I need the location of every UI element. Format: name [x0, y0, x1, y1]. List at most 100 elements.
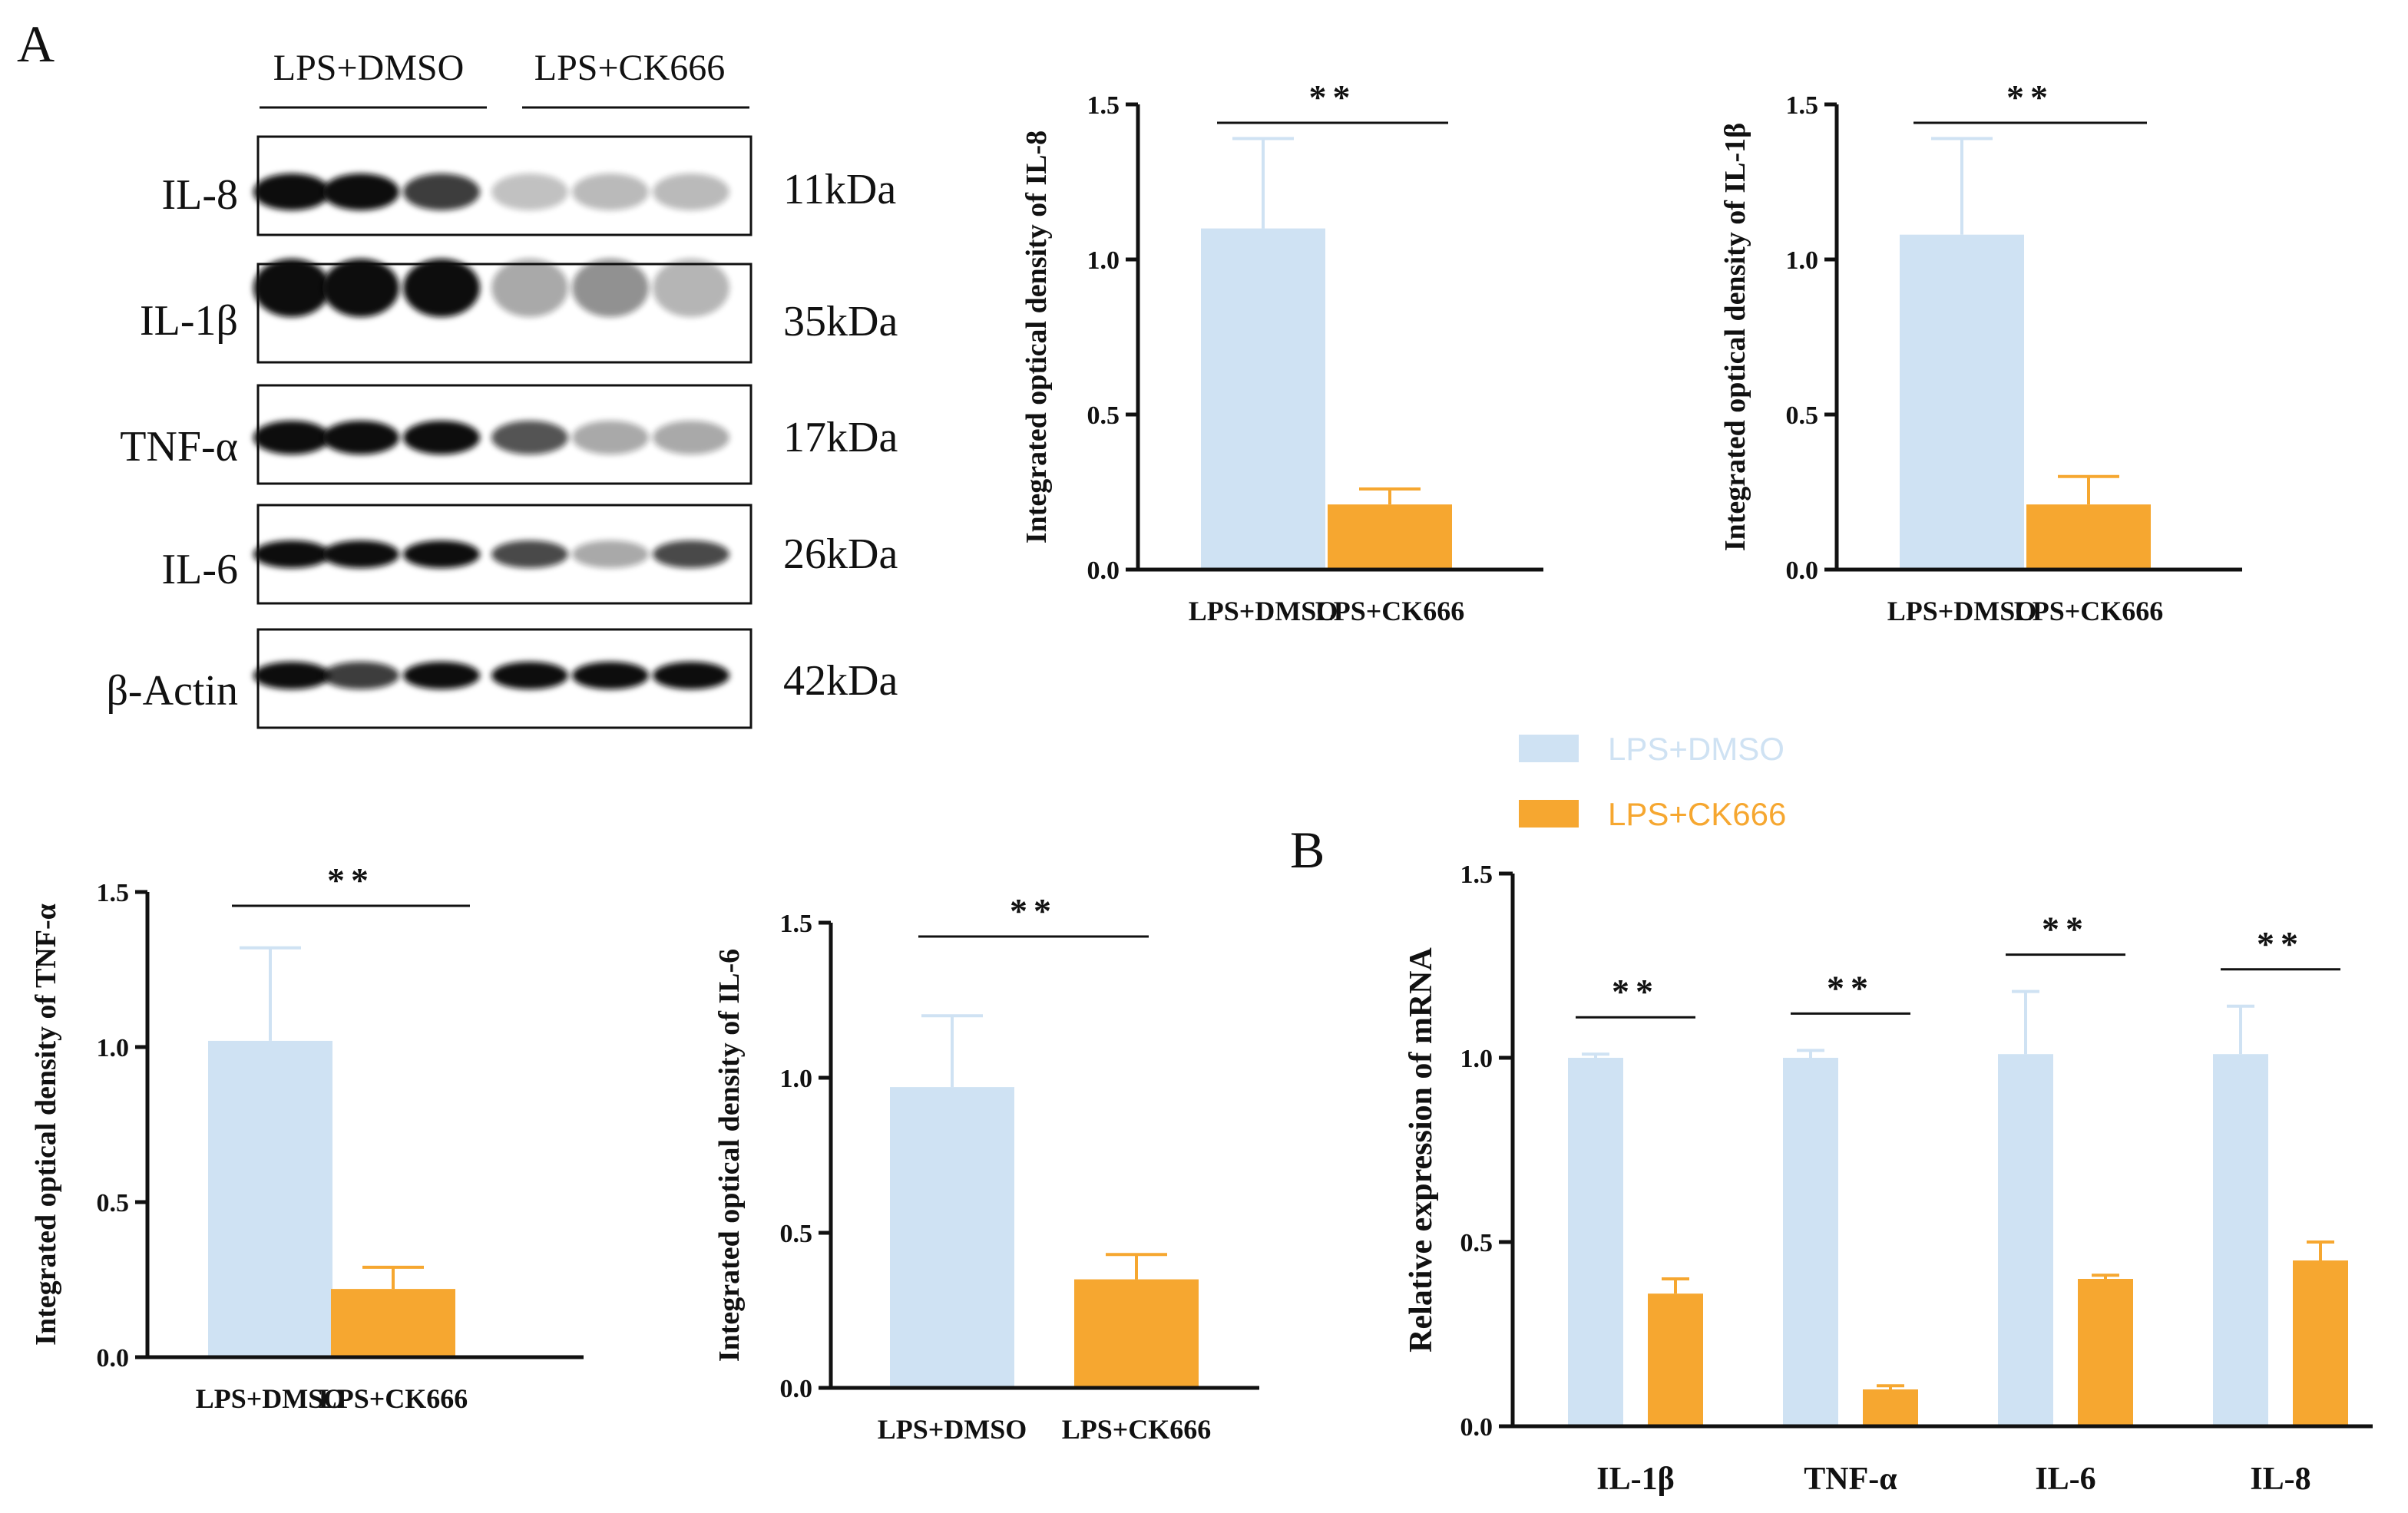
- blot-band: [491, 259, 568, 317]
- blot-band: [322, 540, 399, 568]
- y-tick-label: 1.0: [1786, 246, 1819, 275]
- blot-band: [491, 421, 568, 454]
- blot-band: [322, 259, 399, 317]
- x-category-label: LPS+DMSO: [1887, 596, 2037, 626]
- blot-band: [653, 662, 729, 689]
- y-tick-label: 0.0: [97, 1344, 130, 1373]
- y-tick-label: 0.5: [1460, 1229, 1493, 1257]
- blot-band: [572, 540, 649, 568]
- blot-band: [403, 259, 480, 317]
- bar: [208, 1040, 332, 1357]
- y-tick-label: 1.0: [97, 1034, 130, 1062]
- x-category-label: LPS+DMSO: [196, 1383, 346, 1414]
- y-tick-label: 1.5: [1087, 91, 1120, 120]
- y-axis-title: Integrated optical density of TNF-α: [30, 904, 62, 1346]
- y-tick-label: 0.0: [1087, 557, 1120, 585]
- y-axis-title: Integrated optical density of IL-1β: [1719, 123, 1751, 551]
- bar: [1783, 1058, 1838, 1426]
- blot-band: [253, 540, 330, 568]
- blot-band: [403, 173, 480, 210]
- blot-band: [322, 173, 399, 210]
- blot-band: [253, 259, 330, 317]
- blot-band: [653, 259, 729, 317]
- y-axis-title: Relative expression of mRNA: [1404, 947, 1439, 1353]
- blot-kda-label: 42kDa: [783, 657, 898, 705]
- x-category-label: IL-8: [2250, 1462, 2310, 1497]
- y-tick-label: 1.5: [97, 879, 130, 907]
- significance-marker: **: [327, 861, 375, 900]
- bar: [1900, 234, 2024, 570]
- x-category-label: LPS+DMSO: [1189, 596, 1338, 626]
- y-tick-label: 0.0: [780, 1375, 813, 1403]
- mrna-expression-chart: IL-1β ** TNF-α ** IL-6 ** IL-8 ** 0.0 0.5 1.0 1.5 Re…: [1404, 861, 2373, 1497]
- significance-marker: **: [1827, 968, 1874, 1007]
- significance-marker: **: [2257, 924, 2304, 963]
- blot-band: [572, 662, 649, 689]
- blot-kda-label: 26kDa: [783, 530, 898, 578]
- y-axis-title: Integrated optical density of IL-6: [713, 949, 746, 1362]
- legend-swatch: [1519, 735, 1579, 762]
- il6-density-chart: LPS+DMSO LPS+CK666 0.0 0.5 1.0 1.5 ** Integrate…: [713, 891, 1259, 1445]
- blot-band: [403, 421, 480, 454]
- panel-label-a: A: [17, 15, 55, 73]
- y-tick-label: 1.0: [1460, 1045, 1493, 1073]
- blot-band: [253, 662, 330, 689]
- blot-protein-label: TNF-α: [120, 423, 238, 471]
- panel-label-b: B: [1290, 821, 1325, 879]
- blot-band: [572, 173, 649, 210]
- y-tick-label: 1.5: [1786, 91, 1819, 120]
- bar: [2078, 1279, 2133, 1426]
- bar: [2026, 504, 2151, 570]
- bar: [1998, 1054, 2053, 1426]
- blot-band: [322, 662, 399, 689]
- y-tick-label: 0.0: [1786, 557, 1819, 585]
- x-category-label: LPS+CK666: [2014, 596, 2164, 626]
- bar: [1074, 1279, 1199, 1388]
- y-tick-label: 1.5: [1460, 861, 1493, 889]
- x-category-label: IL-1β: [1596, 1462, 1674, 1497]
- significance-marker: **: [1309, 78, 1357, 117]
- x-category-label: LPS+CK666: [319, 1383, 468, 1414]
- western-blot: LPS+DMSO LPS+CK666 IL-8 11kDa IL-1β 35kDa TN…: [106, 48, 898, 729]
- bar: [2213, 1054, 2268, 1426]
- bar: [1328, 504, 1452, 570]
- y-tick-label: 0.5: [780, 1220, 813, 1248]
- y-tick-label: 0.0: [1460, 1413, 1493, 1442]
- blot-band: [572, 259, 649, 317]
- blot-band: [253, 173, 330, 210]
- x-category-label: IL-6: [2035, 1462, 2095, 1497]
- blot-protein-label: IL-6: [161, 546, 238, 593]
- x-category-label: TNF-α: [1804, 1462, 1897, 1497]
- significance-marker: **: [1010, 891, 1057, 930]
- x-category-label: LPS+DMSO: [878, 1414, 1027, 1445]
- blot-band: [653, 540, 729, 568]
- significance-marker: **: [2042, 910, 2089, 949]
- legend-label: LPS+DMSO: [1608, 731, 1784, 767]
- blot-band: [653, 421, 729, 454]
- bar: [890, 1087, 1014, 1388]
- legend-label: LPS+CK666: [1608, 796, 1786, 832]
- blot-band: [491, 540, 568, 568]
- y-tick-label: 0.5: [1786, 401, 1819, 430]
- blot-band: [403, 662, 480, 689]
- bar: [331, 1289, 455, 1357]
- blot-band: [253, 421, 330, 454]
- blot-protein-label: β-Actin: [106, 667, 238, 715]
- blot-band: [491, 173, 568, 210]
- y-tick-label: 0.5: [97, 1189, 130, 1217]
- blot-band: [572, 421, 649, 454]
- blot-kda-label: 35kDa: [783, 298, 898, 345]
- bar: [1568, 1058, 1623, 1426]
- blot-group-label-ck666: LPS+CK666: [534, 48, 725, 88]
- significance-marker: **: [2006, 78, 2054, 117]
- bar: [1648, 1293, 1703, 1426]
- y-tick-label: 0.5: [1087, 401, 1120, 430]
- significance-marker: **: [1612, 972, 1659, 1011]
- chart-legend: LPS+DMSO LPS+CK666: [1519, 731, 1786, 832]
- legend-swatch: [1519, 800, 1579, 828]
- y-axis-title: Integrated optical density of IL-8: [1020, 130, 1053, 543]
- blot-group-label-dmso: LPS+DMSO: [273, 48, 464, 88]
